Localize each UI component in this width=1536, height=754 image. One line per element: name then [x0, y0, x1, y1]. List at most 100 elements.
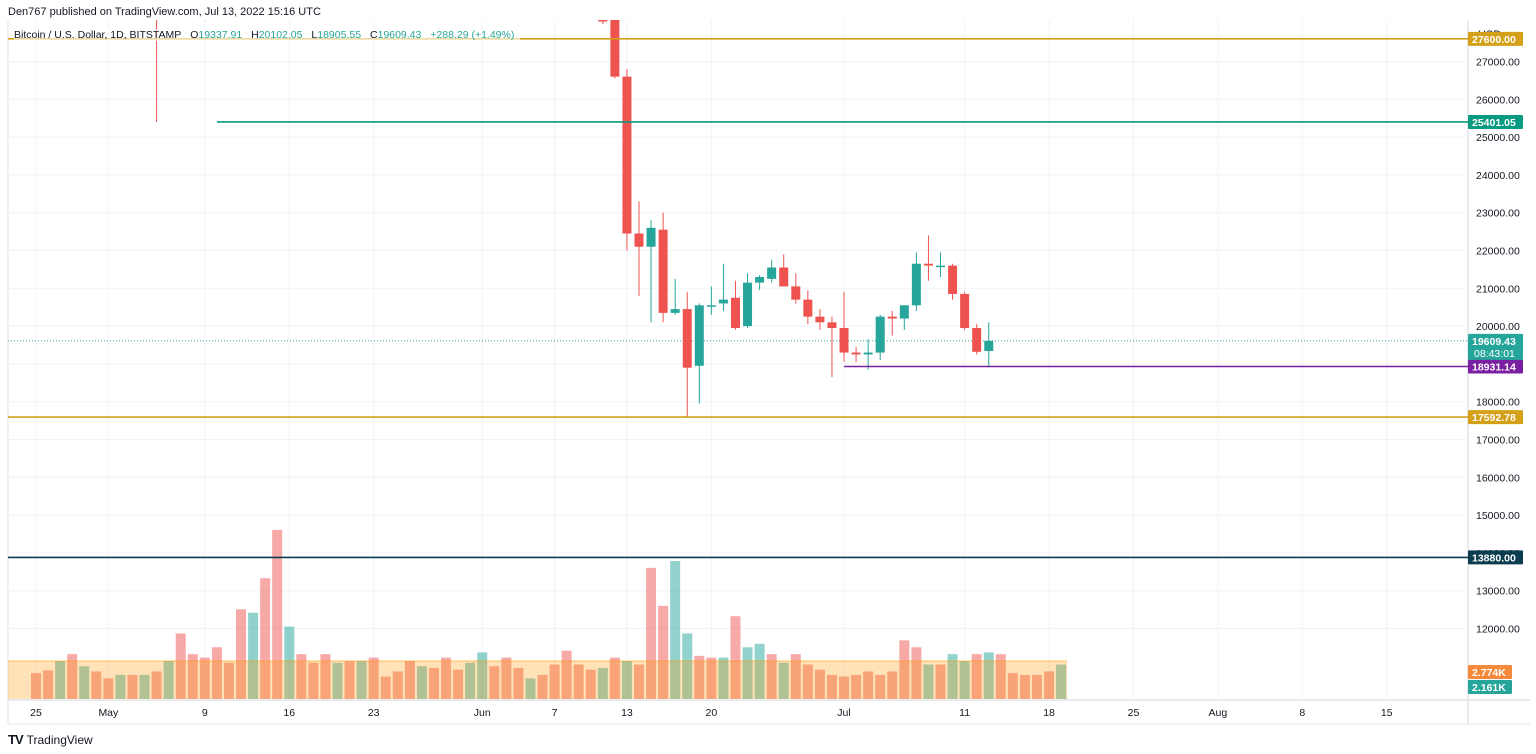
candle-body	[851, 352, 861, 355]
volume-bar	[284, 626, 295, 699]
volume-bar	[525, 678, 536, 699]
volume-bar	[911, 647, 922, 699]
volume-bar	[839, 676, 850, 699]
footer-brand[interactable]: TV TradingView	[8, 732, 93, 747]
volume-bar	[923, 664, 934, 699]
close-label: C	[369, 29, 378, 41]
x-tick-label: 13	[621, 707, 633, 719]
volume-bar	[573, 664, 584, 699]
x-tick-label: 25	[30, 707, 42, 719]
level-badge-label: 25401.05	[1472, 117, 1516, 129]
change-value: +288.29 (+1.49%)	[430, 29, 515, 41]
volume-bar	[1007, 673, 1018, 699]
level-badge	[1468, 550, 1523, 565]
volume-bar	[971, 654, 982, 699]
level-badge	[1468, 114, 1523, 129]
volume-bar	[959, 661, 970, 699]
candle-body	[670, 309, 680, 313]
volume-bar	[296, 654, 307, 699]
y-tick-label: 12000.00	[1476, 624, 1520, 636]
volume-bar	[308, 662, 319, 699]
volume-bar	[356, 661, 367, 699]
candle-body	[706, 305, 716, 307]
volume-bar	[609, 657, 620, 699]
high-value: 20102.05	[258, 29, 303, 41]
candle-body	[863, 352, 873, 355]
volume-bar	[706, 657, 717, 699]
symbol-name[interactable]: Bitcoin / U.S. Dollar, 1D, BITSTAMP	[14, 29, 182, 41]
y-tick-label: 23000.00	[1476, 208, 1520, 220]
volume-bar	[31, 673, 41, 699]
y-tick-label: 20000.00	[1476, 321, 1520, 333]
volume-bar	[694, 655, 705, 699]
high-label: H	[251, 29, 259, 41]
candle-body	[936, 265, 945, 268]
last-price-label: 19609.43	[1472, 336, 1516, 348]
volume-bar	[332, 662, 343, 699]
candle-body	[911, 263, 921, 306]
y-tick-label: 18000.00	[1476, 397, 1520, 409]
volume-bar	[549, 664, 560, 699]
x-tick-label: 18	[1043, 707, 1055, 719]
volume-bar	[344, 661, 355, 699]
volume-bar	[368, 657, 379, 699]
volume-bar	[115, 674, 126, 699]
candle-body	[960, 293, 970, 328]
candle-body	[743, 282, 753, 327]
volume-bar	[513, 667, 524, 699]
open-value: 19337.91	[198, 29, 243, 41]
y-tick-label: 26000.00	[1476, 94, 1520, 106]
low-value: 18905.55	[317, 29, 362, 41]
volume-bar	[585, 669, 596, 699]
y-tick-label: 16000.00	[1476, 472, 1520, 484]
candle-body	[803, 299, 813, 317]
y-tick-label: 25000.00	[1476, 132, 1520, 144]
volume-bar	[236, 609, 247, 699]
volume-bar	[260, 578, 271, 699]
candle-body	[791, 286, 801, 300]
volume-bar	[851, 674, 862, 699]
candle-body	[694, 305, 704, 366]
volume-bar	[634, 664, 644, 699]
volume-bar	[320, 654, 331, 699]
volume-bar	[875, 674, 886, 699]
volume-bar	[561, 650, 572, 699]
ohlc-legend: Bitcoin / U.S. Dollar, 1D, BITSTAMP O193…	[14, 29, 521, 41]
level-badge	[1468, 359, 1523, 374]
volume-bar	[1019, 674, 1030, 699]
candle-body	[984, 340, 994, 352]
x-tick-label: 16	[283, 707, 295, 719]
y-tick-label: 21000.00	[1476, 283, 1520, 295]
volume-bar	[537, 674, 548, 699]
volume-bar	[404, 661, 415, 699]
level-badge-label: 18931.14	[1472, 362, 1516, 374]
volume-badge	[1468, 665, 1512, 679]
y-tick-label: 13000.00	[1476, 586, 1520, 598]
volume-bar	[1044, 671, 1055, 699]
candle-body	[972, 327, 982, 352]
open-label: O	[190, 29, 199, 41]
volume-bar	[55, 661, 66, 699]
last-price-badge	[1468, 333, 1523, 360]
volume-badge-label: 2.774K	[1472, 667, 1506, 679]
volume-bar	[79, 666, 90, 699]
volume-bar	[163, 661, 174, 699]
candle-body	[730, 297, 740, 328]
y-tick-label: 17000.00	[1476, 435, 1520, 447]
y-tick-label: 27000.00	[1476, 57, 1520, 69]
x-tick-label: 8	[1299, 707, 1305, 719]
x-tick-label: Jul	[837, 707, 850, 719]
volume-bar	[67, 654, 78, 699]
level-badge	[1468, 31, 1523, 46]
y-tick-label: 15000.00	[1476, 510, 1520, 522]
volume-bar	[899, 640, 910, 699]
volume-bar	[670, 561, 681, 699]
volume-bar	[597, 667, 608, 699]
y-tick-label: 24000.00	[1476, 170, 1520, 182]
candle-body	[815, 316, 825, 323]
x-tick-label: Aug	[1209, 707, 1228, 719]
level-badge-label: 13880.00	[1472, 552, 1516, 564]
volume-bar	[272, 529, 283, 699]
candle-body	[767, 267, 777, 279]
